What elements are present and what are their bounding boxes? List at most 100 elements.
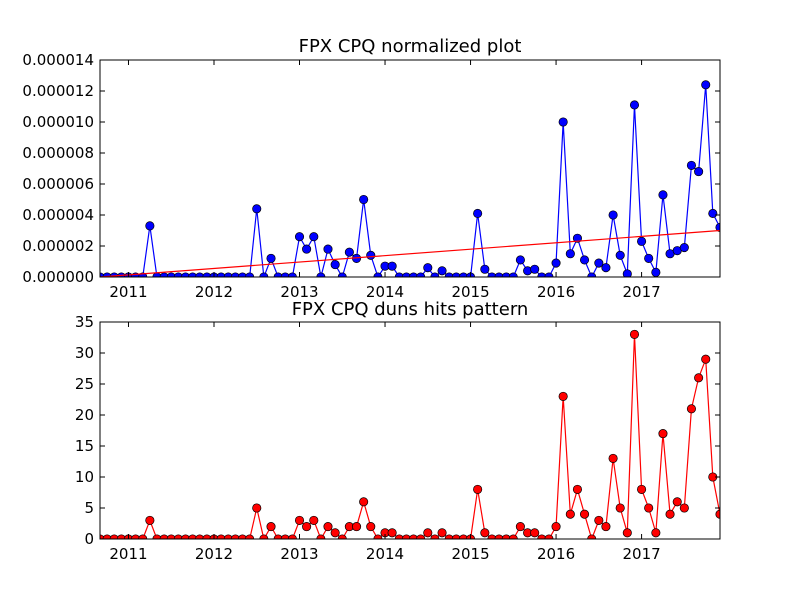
data-point [423, 528, 433, 538]
x-tick-label: 2017 [622, 545, 660, 563]
y-tick-label: 0.000000 [22, 268, 94, 286]
data-point [266, 522, 276, 532]
y-tick-label: 0.000008 [22, 144, 94, 162]
data-point [302, 522, 312, 532]
data-point [145, 221, 155, 231]
data-point [423, 263, 433, 273]
data-point [366, 250, 376, 260]
data-point [252, 204, 262, 214]
data-point [629, 329, 640, 339]
data-point [309, 515, 319, 525]
x-tick-label: 2013 [280, 283, 318, 301]
data-point [252, 503, 262, 513]
data-point [579, 255, 590, 265]
x-tick-label: 2015 [451, 545, 489, 563]
data-point [644, 503, 654, 513]
data-point [708, 208, 718, 218]
data-point [473, 208, 483, 218]
data-point [302, 244, 312, 254]
data-point [515, 255, 525, 265]
data-point [351, 522, 362, 532]
data-point [679, 243, 689, 253]
data-point [145, 515, 155, 525]
data-point [701, 354, 711, 364]
data-point [594, 515, 604, 525]
data-point [594, 258, 604, 268]
x-tick-label: 2012 [195, 283, 233, 301]
data-point [644, 253, 654, 263]
data-point [651, 528, 661, 538]
data-point [294, 515, 305, 525]
y-tick-label: 35 [75, 313, 94, 331]
data-point [601, 263, 611, 273]
data-point [694, 373, 704, 383]
x-tick-label: 2015 [451, 283, 489, 301]
data-point [551, 258, 561, 268]
data-point [558, 117, 568, 127]
y-tick-label: 0 [84, 530, 94, 548]
data-point [437, 528, 447, 538]
plot-area [100, 329, 720, 539]
chart-title: FPX CPQ normalized plot [299, 36, 522, 57]
data-point [572, 484, 582, 494]
y-tick-label: 0.000010 [22, 113, 94, 131]
x-tick-label: 2011 [109, 545, 147, 563]
data-point [608, 210, 618, 220]
data-point [608, 453, 618, 463]
x-tick-label: 2014 [366, 545, 404, 563]
data-point [651, 267, 661, 277]
data-point [359, 194, 369, 205]
data-point [551, 522, 561, 532]
data-point [480, 264, 490, 274]
data-point [515, 522, 525, 532]
data-point [530, 264, 540, 274]
chart-title: FPX CPQ duns hits pattern [292, 299, 529, 320]
data-point [330, 260, 340, 270]
data-point [473, 484, 483, 494]
plot-area [100, 80, 720, 277]
data-point [309, 232, 319, 242]
y-tick-label: 10 [75, 468, 94, 486]
y-tick-label: 0.000012 [22, 82, 94, 100]
data-point [530, 528, 540, 538]
data-point [672, 497, 682, 507]
data-point [629, 100, 640, 110]
data-point [637, 236, 647, 246]
y-tick-label: 5 [84, 499, 94, 517]
y-tick-label: 15 [75, 437, 94, 455]
data-point [658, 190, 668, 200]
data-point [572, 233, 582, 243]
trend-line [100, 229, 720, 277]
x-tick-label: 2011 [109, 283, 147, 301]
data-point [565, 509, 575, 519]
data-point [579, 509, 590, 519]
data-point [266, 253, 276, 263]
y-tick-label: 0.000002 [22, 237, 94, 255]
x-tick-label: 2012 [195, 545, 233, 563]
data-point [323, 244, 333, 254]
x-tick-label: 2016 [537, 545, 575, 563]
data-point [323, 522, 333, 532]
data-point [686, 404, 696, 414]
data-point [565, 249, 575, 259]
data-point [679, 503, 689, 513]
duns-hits-chart: FPX CPQ duns hits pattern 0 5 10 15 20 25 30 35… [75, 299, 721, 563]
x-tick-label: 2014 [366, 283, 404, 301]
data-point [437, 266, 447, 276]
data-point [330, 528, 340, 538]
y-tick-label: 30 [75, 344, 94, 362]
data-point [387, 528, 397, 538]
y-tick-label: 20 [75, 406, 94, 424]
data-point [622, 269, 632, 277]
y-tick-label: 0.000006 [22, 175, 94, 193]
data-point [622, 528, 632, 538]
data-point [615, 250, 625, 260]
data-point [387, 261, 397, 271]
data-point [658, 429, 668, 439]
series-line [100, 334, 720, 539]
y-tick-label: 0.000014 [22, 51, 94, 69]
x-tick-label: 2016 [537, 283, 575, 301]
data-point [665, 509, 675, 519]
data-point [637, 484, 647, 494]
